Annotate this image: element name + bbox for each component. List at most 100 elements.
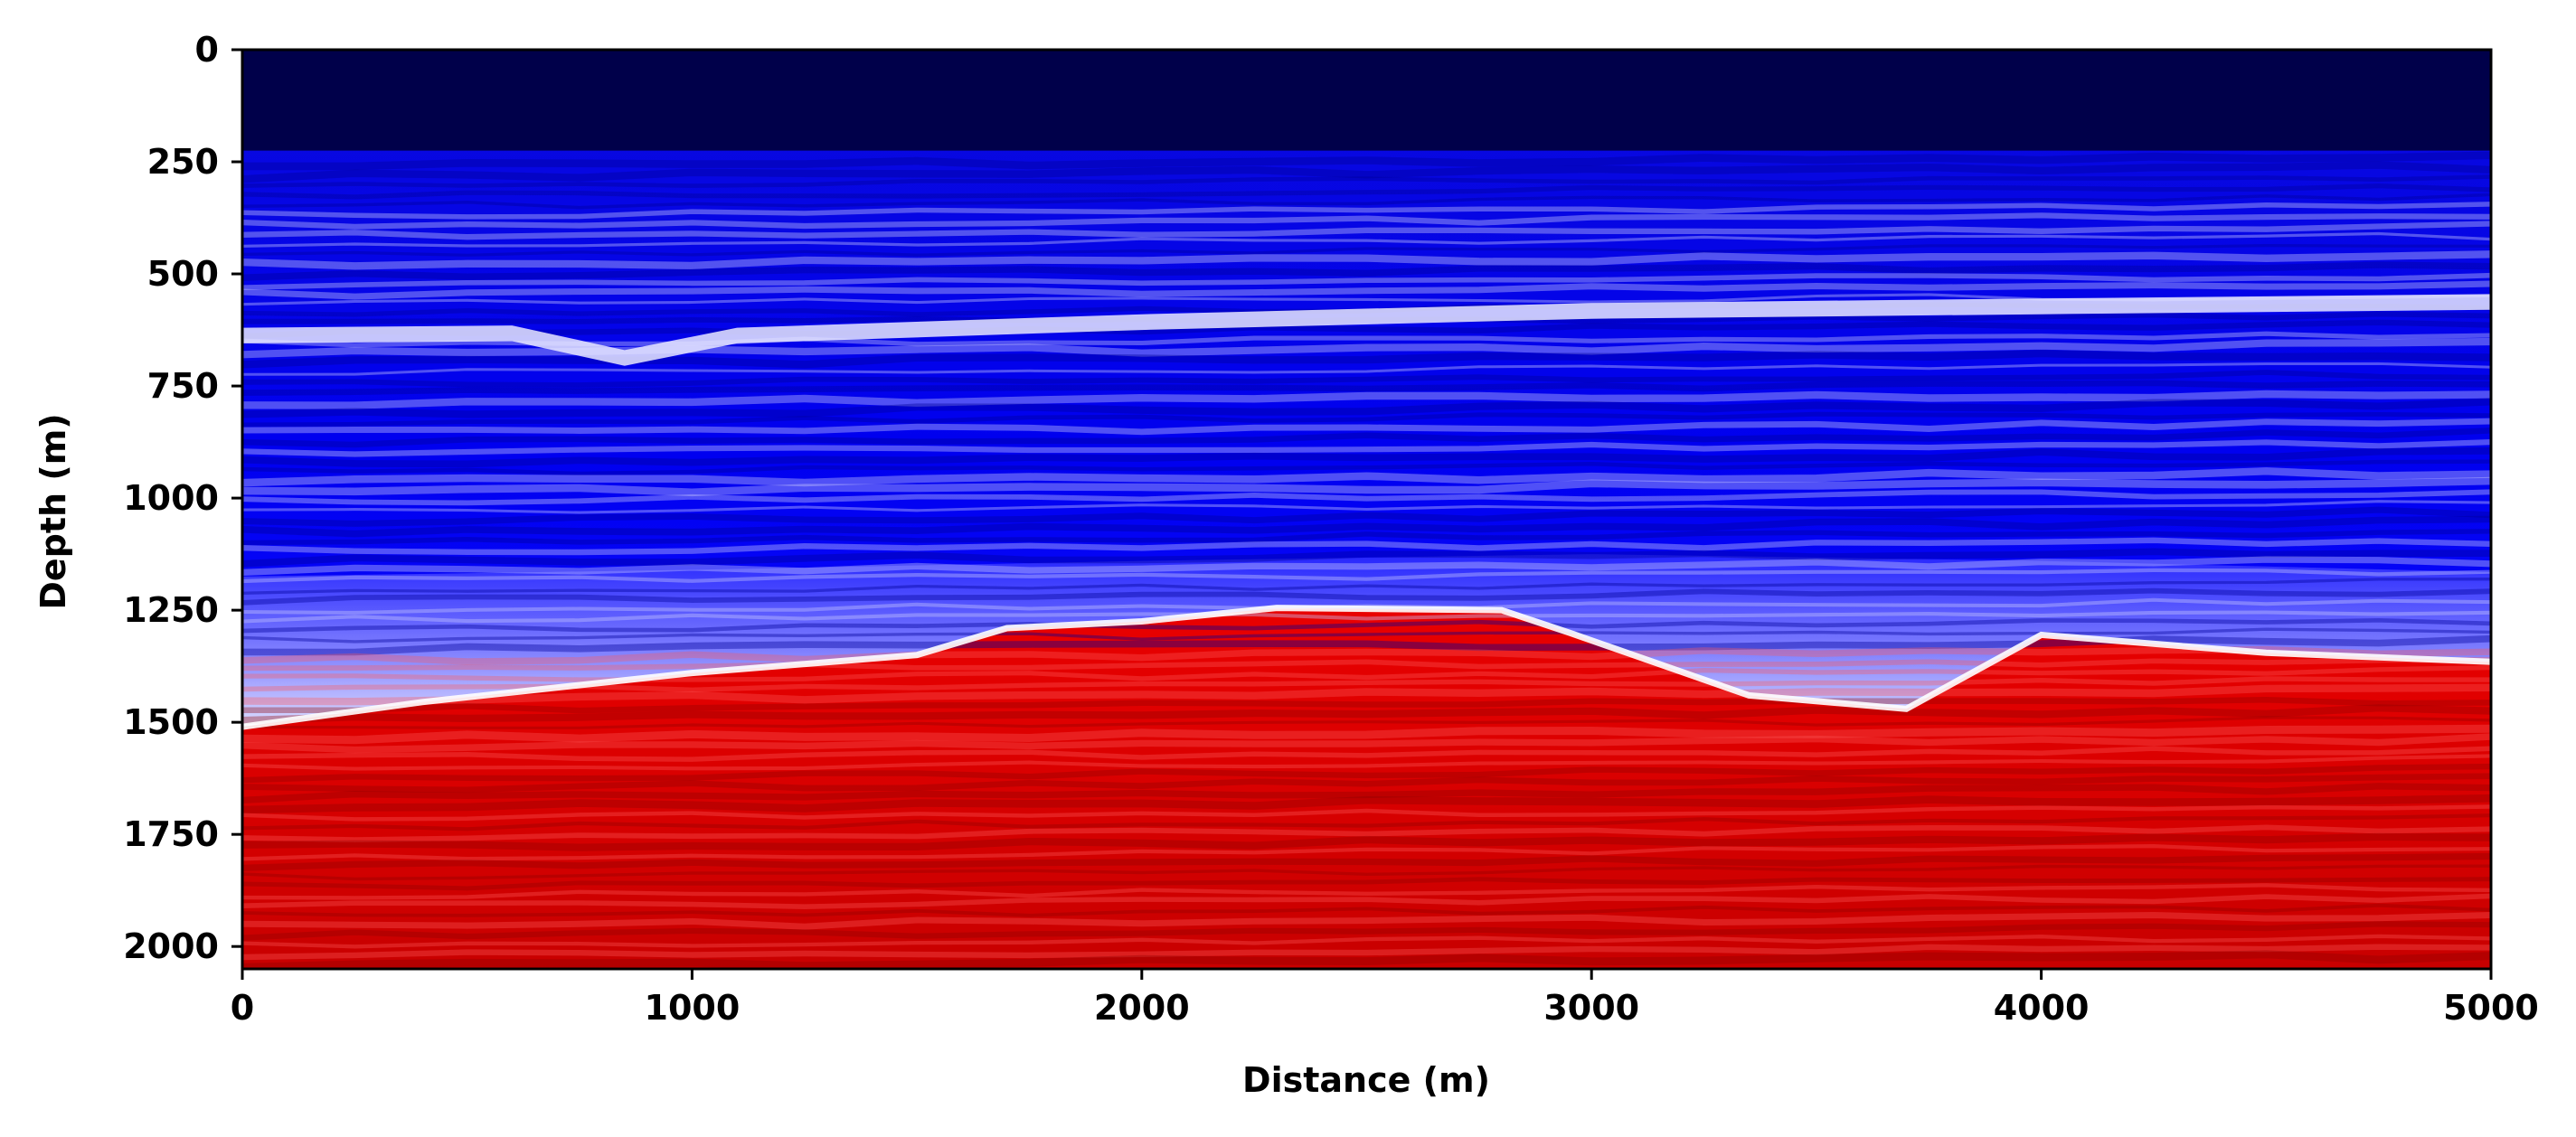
layer-stripe [242, 250, 2491, 270]
layer-stripe [242, 161, 2491, 183]
layer-stripe [242, 656, 2491, 672]
layer-stripe [242, 864, 2491, 881]
layer-stripe [242, 724, 2491, 745]
layer-stripe [242, 193, 2491, 210]
layer-stripe [242, 418, 2491, 436]
layer-stripe [242, 733, 2491, 754]
y-axis-label: Depth (m) [33, 413, 73, 609]
layer-stripe [242, 813, 2491, 832]
layer-stripe [242, 934, 2491, 949]
layer-stripe [242, 773, 2491, 794]
layer-stripe [242, 783, 2491, 804]
layer-stripe [242, 843, 2491, 861]
layer-stripe [242, 411, 2491, 428]
layer-stripe [242, 280, 2491, 300]
layer-stripe [242, 370, 2491, 388]
layer-stripe [242, 439, 2491, 457]
layer-stripe [242, 537, 2491, 556]
layer-stripe [242, 500, 2491, 514]
layer-stripe [242, 380, 2491, 396]
layer-stripe [242, 683, 2491, 706]
layer-stripe [242, 428, 2491, 448]
layer-stripe [242, 921, 2491, 941]
layer-stripe [242, 587, 2491, 606]
layer-stripe [242, 174, 2491, 188]
x-axis-ticks: 0 1000 2000 3000 4000 5000 [231, 969, 2539, 1028]
layer-stripe [242, 459, 2491, 476]
plot-frame [241, 48, 2493, 971]
layer-stripe [242, 390, 2491, 409]
layer-stripes [242, 151, 2491, 969]
layer-stripe [242, 716, 2491, 729]
layer-stripe [242, 883, 2491, 900]
layer-stripe [242, 617, 2491, 634]
layer-stripe [242, 763, 2491, 784]
layer-stripe [242, 696, 2491, 714]
heatmap-plot-area [242, 50, 2491, 969]
layer-stripe [242, 944, 2491, 961]
y-tick-label: 0 [195, 30, 219, 70]
layer-stripe [242, 877, 2491, 891]
x-tick-label: 0 [231, 988, 254, 1028]
top-red-interface [242, 605, 2491, 730]
y-axis-ticks: 0 250 500 750 1000 1250 1500 1750 2000 [123, 30, 242, 966]
layer-stripe [242, 202, 2491, 220]
layer-stripe [242, 447, 2491, 468]
layer-stripe [242, 568, 2491, 584]
layer-stripe [242, 362, 2491, 376]
layer-stripe [242, 832, 2491, 851]
layer-stripe [242, 704, 2491, 725]
blue-region [242, 50, 2491, 728]
layer-stripe [242, 467, 2491, 487]
layer-stripe [242, 645, 2491, 665]
layer-stripe [242, 903, 2491, 917]
y-tick-label: 750 [147, 366, 219, 406]
y-tick-label: 250 [147, 142, 219, 182]
layer-stripe [242, 578, 2491, 595]
layer-stripe [242, 489, 2491, 506]
layer-stripe [242, 950, 2491, 969]
x-tick-label: 5000 [2443, 988, 2539, 1028]
layer-stripe [242, 852, 2491, 871]
layer-stripe [242, 151, 2491, 171]
layer-stripe [242, 529, 2491, 546]
layer-stripe [242, 824, 2491, 843]
layer-stripe [242, 398, 2491, 418]
layer-stripe [242, 183, 2491, 200]
layer-stripe [242, 331, 2491, 348]
y-tick-label: 1500 [123, 702, 219, 742]
x-axis-label: Distance (m) [1242, 1060, 1490, 1100]
x-tick-label: 2000 [1094, 988, 1190, 1028]
layer-stripe [242, 243, 2491, 257]
x-tick-label: 3000 [1543, 988, 1639, 1028]
x-tick-label: 1000 [645, 988, 741, 1028]
layer-stripe [242, 627, 2491, 644]
layer-stripe [242, 231, 2491, 248]
layer-stripe [242, 794, 2491, 814]
layer-stripe [242, 319, 2491, 340]
layer-stripe [242, 548, 2491, 568]
layer-stripe [242, 221, 2491, 240]
x-tick-label: 4000 [1994, 988, 2090, 1028]
layer-stripe [242, 911, 2491, 930]
layer-stripe [242, 515, 2491, 538]
y-tick-label: 1250 [123, 590, 219, 630]
layer-stripe [242, 754, 2491, 771]
transition-region [242, 554, 2491, 728]
layer-stripe [242, 746, 2491, 762]
layer-stripe [242, 261, 2491, 281]
layer-stripe [242, 804, 2491, 822]
layer-stripe [242, 212, 2491, 230]
layer-stripe [242, 556, 2491, 576]
shallow-bright-band [242, 294, 2491, 366]
y-tick-label: 2000 [123, 926, 219, 966]
layer-stripe [242, 610, 2491, 624]
y-tick-label: 500 [147, 254, 219, 294]
water-layer [242, 50, 2491, 151]
y-tick-label: 1750 [123, 814, 219, 854]
layer-stripe [242, 506, 2491, 527]
layer-stripe [242, 272, 2491, 290]
layer-stripe [242, 476, 2491, 497]
layer-stripe [242, 676, 2491, 693]
